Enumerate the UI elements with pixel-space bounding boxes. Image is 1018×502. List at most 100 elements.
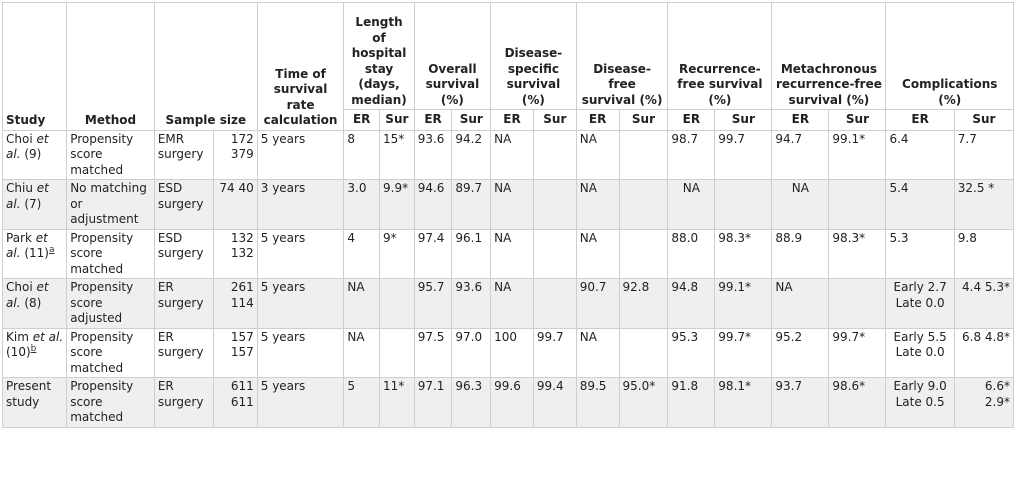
dfs-sur-cell: [618, 179, 669, 230]
time-cell: 5 years: [256, 129, 345, 180]
dss-er-cell: NA: [490, 179, 534, 230]
mrfs-er-cell: NA: [771, 179, 830, 230]
dss-er-cell: 100: [490, 327, 534, 378]
dfs-er-cell: NA: [575, 129, 620, 180]
mrfs-er-cell: 94.7: [771, 129, 830, 180]
rfs-er-cell: 94.8: [667, 278, 716, 329]
os-sur-cell: 97.0: [451, 327, 492, 378]
stay-sur-cell: [379, 327, 415, 378]
time-cell: 3 years: [256, 179, 345, 230]
stay-er-cell: 8: [343, 129, 381, 180]
os-sur-cell: 94.2: [451, 129, 492, 180]
method-cell: No matching or adjustment: [66, 179, 155, 230]
rfs-er-cell: 88.0: [667, 228, 716, 279]
dss-er-cell: NA: [490, 278, 534, 329]
size-cell: 261 114: [212, 278, 258, 329]
dss-er-cell: 99.6: [490, 377, 534, 428]
footnote-link[interactable]: b: [30, 344, 37, 354]
dss-sur-cell: [532, 179, 577, 230]
rfs-er-cell: 91.8: [667, 377, 716, 428]
mrfs-sur-cell: 99.7*: [828, 327, 887, 378]
subheader-sur: Sur: [714, 109, 773, 131]
table-row: Choi et al. (8) Propensity score adjuste…: [1, 278, 1015, 329]
method-cell: Propensity score matched: [66, 327, 155, 378]
dfs-sur-cell: 92.8: [618, 278, 669, 329]
time-cell: 5 years: [256, 228, 345, 279]
method-cell: Propensity score matched: [66, 228, 155, 279]
dfs-sur-cell: 95.0*: [618, 377, 669, 428]
comparison-table: Study Method Sample size Time of surviva…: [1, 2, 1015, 428]
group-cell: ER surgery: [153, 278, 214, 329]
mrfs-sur-cell: [828, 278, 887, 329]
dfs-sur-cell: [618, 228, 669, 279]
header-disease-free-survival: Disease-free survival (%): [575, 2, 669, 110]
comp-sur-cell: 7.7: [953, 129, 1015, 180]
os-er-cell: 97.5: [413, 327, 453, 378]
size-cell: 172 379: [212, 129, 258, 180]
subheader-er: ER: [575, 109, 620, 131]
size-cell: 74 40: [212, 179, 258, 230]
header-complications: Complications (%): [885, 2, 1014, 110]
table-row: Kim et al. (10)b Propensity score matche…: [1, 327, 1015, 378]
header-study: Study: [1, 2, 68, 131]
dss-er-cell: NA: [490, 129, 534, 180]
os-er-cell: 93.6: [413, 129, 453, 180]
dfs-er-cell: NA: [575, 228, 620, 279]
stay-sur-cell: [379, 278, 415, 329]
rfs-sur-cell: [714, 179, 773, 230]
rfs-er-cell: NA: [667, 179, 716, 230]
comp-er-cell: Early 9.0 Late 0.5: [885, 377, 955, 428]
header-hospital-stay: Length of hospital stay (days, median): [343, 2, 415, 110]
dss-sur-cell: 99.7: [532, 327, 577, 378]
subheader-sur: Sur: [828, 109, 887, 131]
stay-sur-cell: 9*: [379, 228, 415, 279]
stay-er-cell: 5: [343, 377, 381, 428]
footnote-link[interactable]: a: [48, 245, 55, 255]
mrfs-er-cell: 95.2: [771, 327, 830, 378]
size-cell: 132 132: [212, 228, 258, 279]
time-cell: 5 years: [256, 327, 345, 378]
method-cell: Propensity score matched: [66, 129, 155, 180]
comp-sur-cell: 4.4 5.3*: [953, 278, 1015, 329]
header-time-calc: Time of survival rate calculation: [256, 2, 345, 131]
table-row: Park et al. (11)a Propensity score match…: [1, 228, 1015, 279]
rfs-sur-cell: 99.1*: [714, 278, 773, 329]
header-disease-specific-survival: Disease-specific survival (%): [490, 2, 577, 110]
subheader-er: ER: [490, 109, 534, 131]
subheader-sur: Sur: [379, 109, 415, 131]
dfs-er-cell: NA: [575, 327, 620, 378]
rfs-er-cell: 95.3: [667, 327, 716, 378]
size-cell: 157 157: [212, 327, 258, 378]
comp-er-cell: Early 2.7 Late 0.0: [885, 278, 955, 329]
stay-sur-cell: 11*: [379, 377, 415, 428]
study-cell: Choi et al. (8): [1, 278, 68, 329]
rfs-sur-cell: 99.7*: [714, 327, 773, 378]
rfs-er-cell: 98.7: [667, 129, 716, 180]
mrfs-sur-cell: [828, 179, 887, 230]
stay-er-cell: 4: [343, 228, 381, 279]
os-er-cell: 97.1: [413, 377, 453, 428]
subheader-sur: Sur: [451, 109, 492, 131]
dfs-sur-cell: [618, 327, 669, 378]
header-recurrence-free-survival: Recurrence-free survival (%): [667, 2, 773, 110]
dss-sur-cell: 99.4: [532, 377, 577, 428]
subheader-sur: Sur: [618, 109, 669, 131]
dss-sur-cell: [532, 278, 577, 329]
stay-er-cell: 3.0: [343, 179, 381, 230]
group-cell: ER surgery: [153, 377, 214, 428]
subheader-er: ER: [343, 109, 381, 131]
comp-er-cell: 5.3: [885, 228, 955, 279]
group-cell: ESD surgery: [153, 228, 214, 279]
os-sur-cell: 89.7: [451, 179, 492, 230]
study-cell: Present study: [1, 377, 68, 428]
mrfs-sur-cell: 98.6*: [828, 377, 887, 428]
study-cell: Choi et al. (9): [1, 129, 68, 180]
table-row: Choi et al. (9) Propensity score matched…: [1, 129, 1015, 180]
dfs-sur-cell: [618, 129, 669, 180]
subheader-er: ER: [413, 109, 453, 131]
study-cell: Chiu et al. (7): [1, 179, 68, 230]
dfs-er-cell: 89.5: [575, 377, 620, 428]
table-row: Chiu et al. (7) No matching or adjustmen…: [1, 179, 1015, 230]
subheader-er: ER: [771, 109, 830, 131]
dss-sur-cell: [532, 129, 577, 180]
